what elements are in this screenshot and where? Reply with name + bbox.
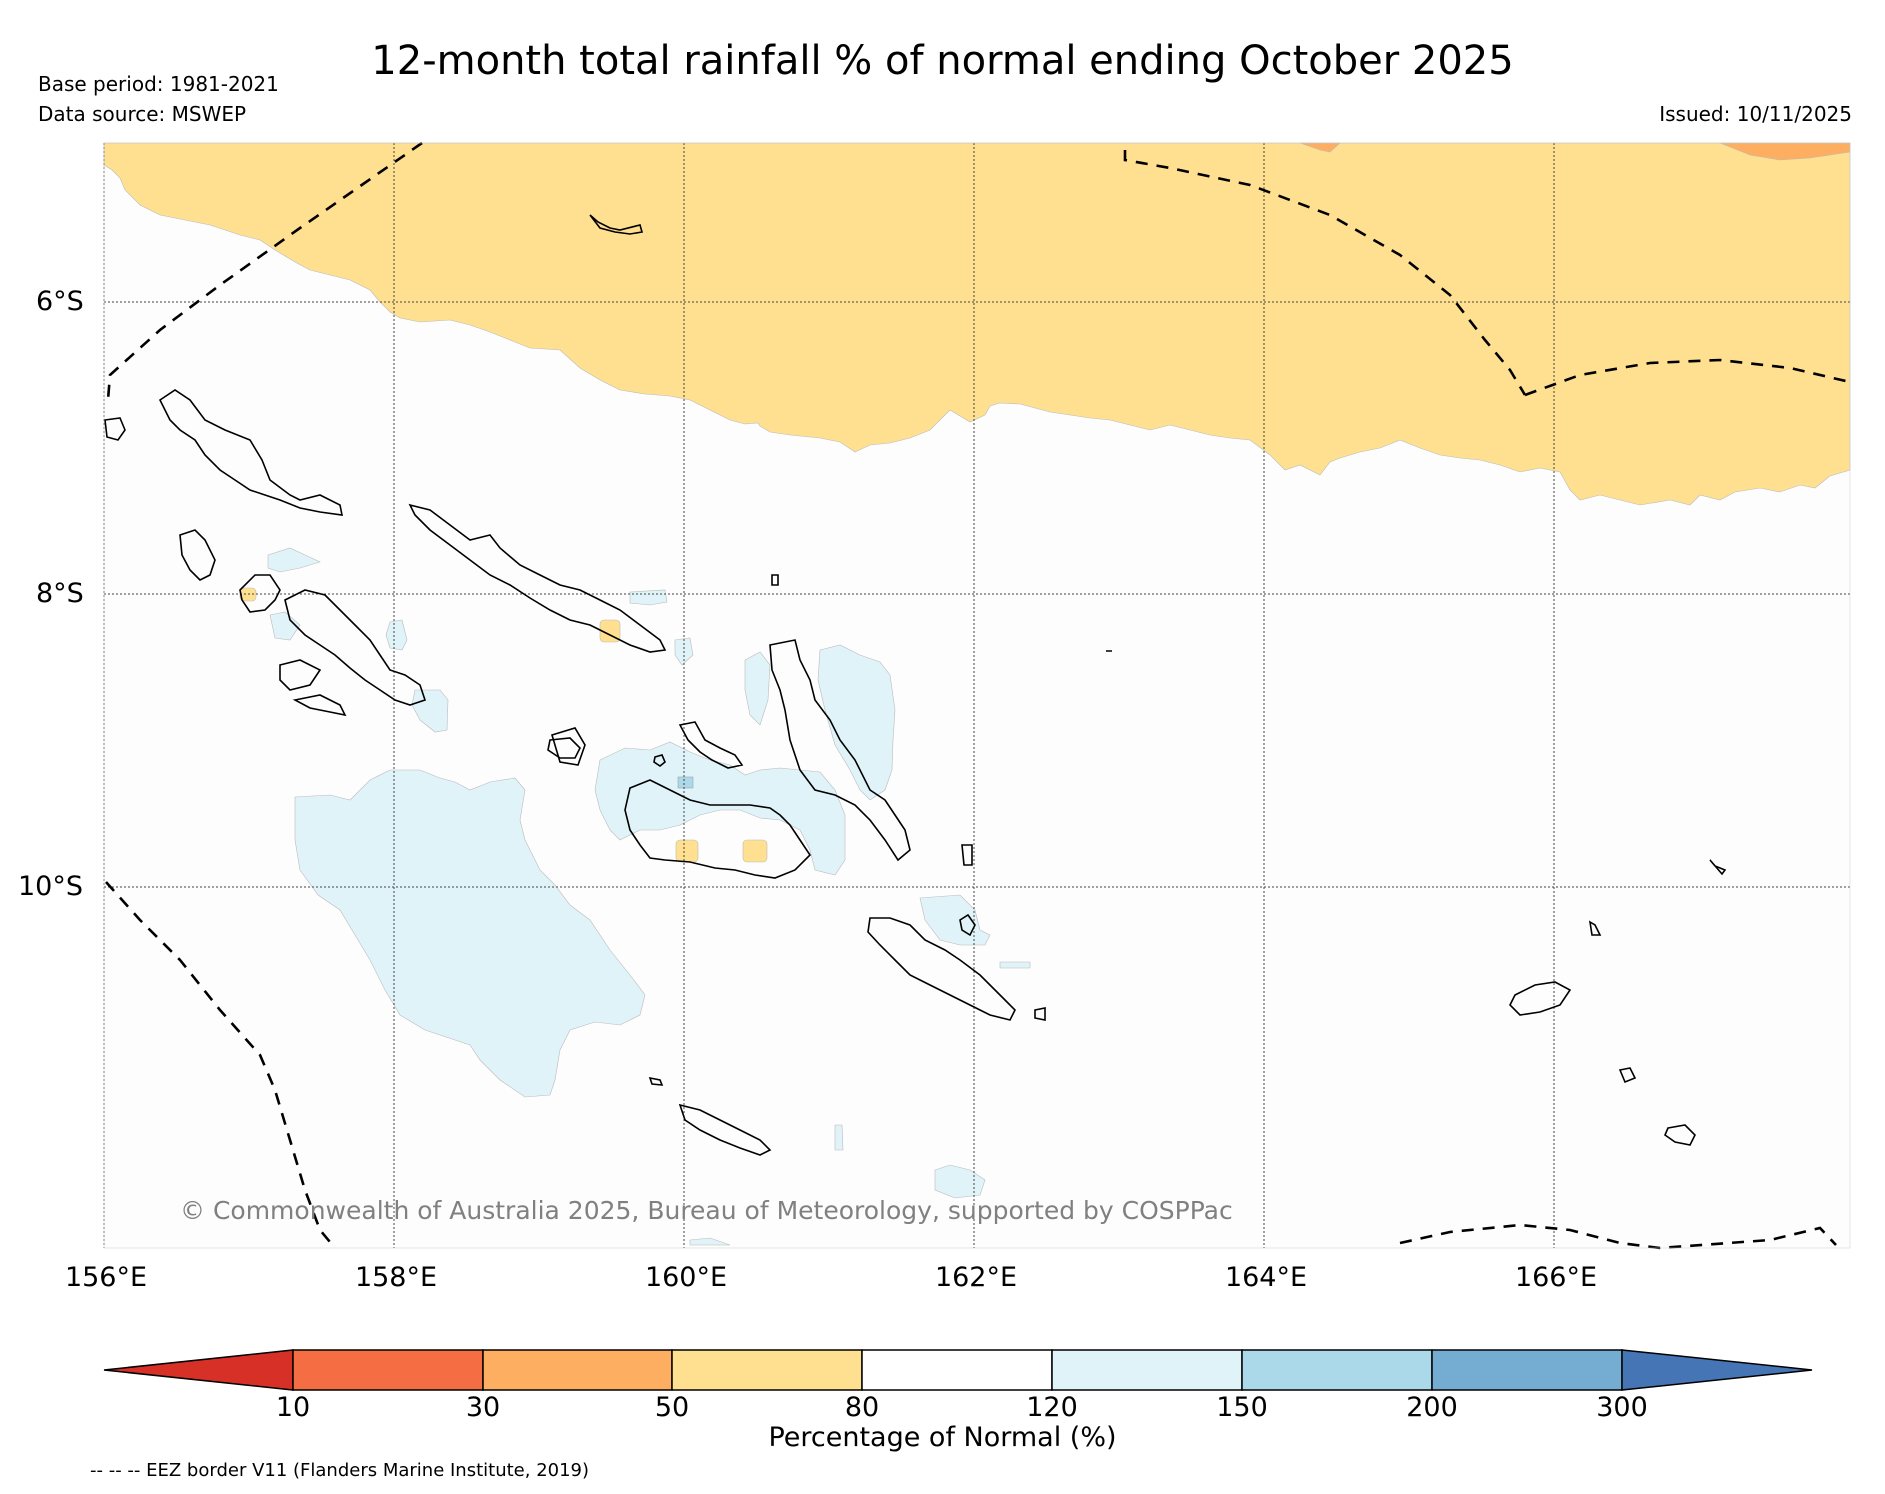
colorbar-tick-300: 300 (1596, 1392, 1648, 1423)
island-makira (867, 917, 1016, 1021)
colorbar-tick-80: 80 (844, 1392, 880, 1423)
lon-label-156e: 156°E (64, 1262, 148, 1293)
lon-label-158e: 158°E (354, 1262, 438, 1293)
lon-label-162e: 162°E (934, 1262, 1018, 1293)
map-frame (103, 142, 1851, 1249)
lon-label-166e: 166°E (1514, 1262, 1598, 1293)
island-florida (678, 721, 744, 769)
island-sikaiana (961, 844, 973, 866)
rain-region-120-150-small4 (385, 619, 408, 651)
rain-region-120-150-small11 (999, 961, 1031, 969)
rain-region-120-150-small3 (267, 547, 321, 573)
eez-east (1524, 358, 1851, 397)
rain-region-50-80 (103, 142, 1851, 506)
colorbar-tick-10: 10 (275, 1392, 311, 1423)
colorbar-bin-80-120 (861, 1349, 1053, 1391)
eez-north-west (106, 141, 423, 401)
island-vanikoro (1618, 1067, 1637, 1084)
island-ontong-java (551, 727, 586, 766)
lat-label-8s: 8°S (36, 578, 84, 609)
lon-label-160e: 160°E (644, 1262, 728, 1293)
island-russell (547, 737, 581, 759)
colorbar-bin-200-300 (1431, 1349, 1623, 1391)
lon-label-164e: 164°E (1224, 1262, 1308, 1293)
island-duff (1709, 859, 1727, 876)
colorbar-extend-low (103, 1349, 294, 1391)
eez-south-east (1399, 1223, 1837, 1250)
island-rendova (279, 659, 322, 691)
rain-region-120-150-small2 (919, 894, 991, 946)
rain-region-50-80-patch2 (675, 839, 699, 863)
colorbar-extend-high (1621, 1349, 1813, 1391)
colorbar-tick-200: 200 (1406, 1392, 1458, 1423)
island-tetepare (292, 694, 347, 717)
coastlines (104, 214, 1727, 1156)
island-ulawa (959, 913, 976, 937)
rain-region-120-150-small1 (744, 651, 771, 726)
rain-region-120-150-malaita (817, 644, 896, 801)
island-vella (179, 529, 216, 581)
rain-region-150-200 (677, 776, 694, 789)
island-santa-ana (1034, 1007, 1046, 1021)
lat-label-6s: 6°S (36, 286, 84, 317)
rain-region-120-150-small8 (934, 1164, 986, 1199)
colorbar-bin-30-50 (482, 1349, 673, 1391)
colorbar-tick-120: 120 (1026, 1392, 1078, 1423)
colorbar (103, 1349, 1813, 1391)
rain-region-120-150-small7 (269, 611, 301, 641)
rain-region-120-150-small6 (629, 589, 668, 606)
island-guadalcanal (624, 779, 812, 879)
island-kolombangara (284, 589, 427, 706)
colorbar-title: Percentage of Normal (%) (768, 1422, 1117, 1453)
island-new-georgia (239, 574, 281, 613)
island-utupua (1664, 1124, 1696, 1146)
copyright-notice: © Commonwealth of Australia 2025, Bureau… (180, 1196, 1233, 1225)
rain-region-50-80-patch1 (599, 619, 621, 643)
island-choiseul (158, 389, 344, 516)
island-savo (653, 754, 666, 767)
colorbar-bin-150-200 (1241, 1349, 1433, 1391)
eez-north-east (1123, 150, 1527, 396)
lat-label-10s: 10°S (18, 871, 83, 902)
island-nukumanu (589, 214, 644, 235)
colorbar-tick-150: 150 (1216, 1392, 1268, 1423)
island-santa-isabel (408, 503, 667, 653)
colorbar-bin-120-150 (1051, 1349, 1243, 1391)
island-ndeni (1509, 981, 1572, 1016)
island-bellona (648, 1076, 664, 1086)
base-period: Base period: 1981-2021 (38, 72, 279, 96)
island-small-north (771, 574, 779, 586)
rain-region-120-150-small12 (689, 1237, 731, 1246)
rain-region-120-150-small10 (834, 1124, 844, 1151)
chart-title: 12-month total rainfall % of normal endi… (371, 38, 1514, 84)
eez-borders (105, 141, 1851, 1250)
colorbar-tick-50: 50 (654, 1392, 690, 1423)
island-malaita (769, 639, 911, 862)
data-source: Data source: MSWEP (38, 102, 247, 126)
issued-date: Issued: 10/11/2025 (1659, 102, 1852, 126)
island-rennell (678, 1103, 772, 1156)
rain-region-120-150-large (294, 769, 646, 1098)
colorbar-tick-30: 30 (465, 1392, 501, 1423)
colorbar-bin-50-80 (671, 1349, 863, 1391)
rain-region-50-80-patch3 (742, 839, 768, 863)
eez-footnote: -- -- -- EEZ border V11 (Flanders Marine… (90, 1460, 590, 1481)
island-reef-islands (1588, 920, 1602, 936)
colorbar-bin-10-30 (292, 1349, 484, 1391)
island-shortland (104, 417, 126, 441)
